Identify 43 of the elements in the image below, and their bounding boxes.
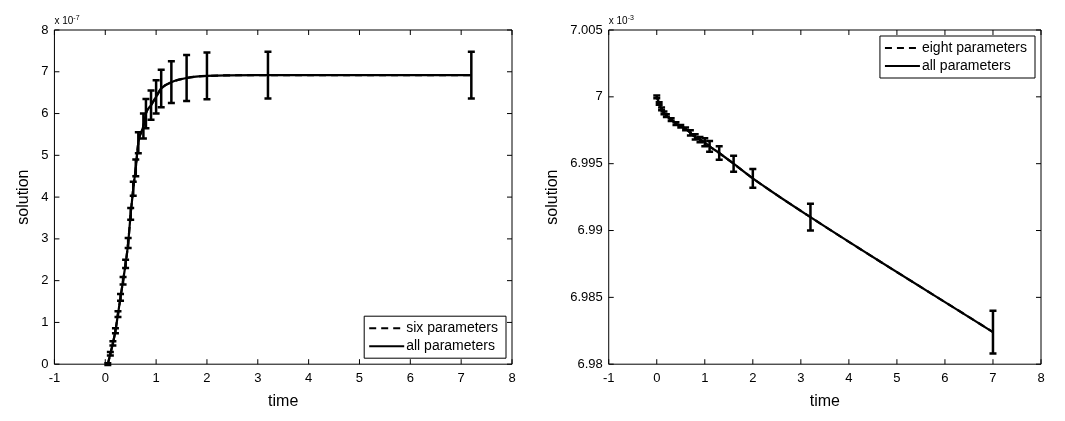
x-tick-label: 6 — [406, 369, 414, 385]
y-tick-label: 1 — [41, 314, 49, 329]
y-tick-label: 3 — [41, 230, 49, 246]
y-tick-label: 5 — [41, 146, 49, 162]
legend-label: all parameters — [921, 56, 1011, 73]
x-tick-label: 5 — [893, 369, 901, 385]
y-axis-title: solution — [14, 169, 32, 225]
x-tick-label: 2 — [203, 369, 211, 385]
x-tick-label: 3 — [254, 369, 262, 385]
x-tick-label: 1 — [152, 369, 160, 385]
x-axis-title: time — [809, 391, 841, 409]
legend-label: eight parameters — [921, 38, 1028, 55]
y-tick-label: 2 — [41, 272, 49, 288]
x-tick-label: 0 — [101, 369, 109, 385]
x-tick-label: -1 — [602, 369, 615, 385]
legend-label: all parameters — [406, 337, 495, 354]
x-tick-label: 4 — [845, 369, 853, 385]
x-tick-label: 7 — [457, 369, 465, 385]
y-tick-label: 7.005 — [570, 21, 603, 37]
x-tick-label: 2 — [749, 369, 757, 385]
x-tick-label: -1 — [48, 369, 61, 385]
x-tick-label: 8 — [508, 369, 516, 385]
x-tick-label: 7 — [989, 369, 997, 385]
x-tick-label: 3 — [797, 369, 805, 385]
x-tick-label: 0 — [653, 369, 661, 385]
y-tick-label: 7 — [41, 63, 49, 79]
y-tick-label: 8 — [41, 21, 49, 37]
x-tick-label: 5 — [355, 369, 364, 385]
y-tick-label: 6 — [41, 105, 49, 121]
y-tick-label: 7 — [595, 88, 603, 104]
y-tick-label: 6.99 — [577, 222, 603, 238]
x-tick-label: 8 — [1037, 369, 1045, 385]
y-tick-label: 4 — [41, 188, 49, 204]
y-tick-label: 6.985 — [570, 288, 603, 304]
y-axis-title: solution — [543, 169, 561, 225]
x-tick-label: 6 — [941, 369, 949, 385]
y-tick-label: 6.98 — [577, 355, 603, 371]
x-tick-label: 1 — [701, 369, 709, 385]
legend-label: six parameters — [406, 319, 499, 336]
y-tick-label: 0 — [41, 355, 49, 371]
y-tick-label: 6.995 — [570, 155, 603, 171]
x-tick-label: 4 — [305, 369, 313, 385]
x-axis-title: time — [268, 391, 299, 409]
